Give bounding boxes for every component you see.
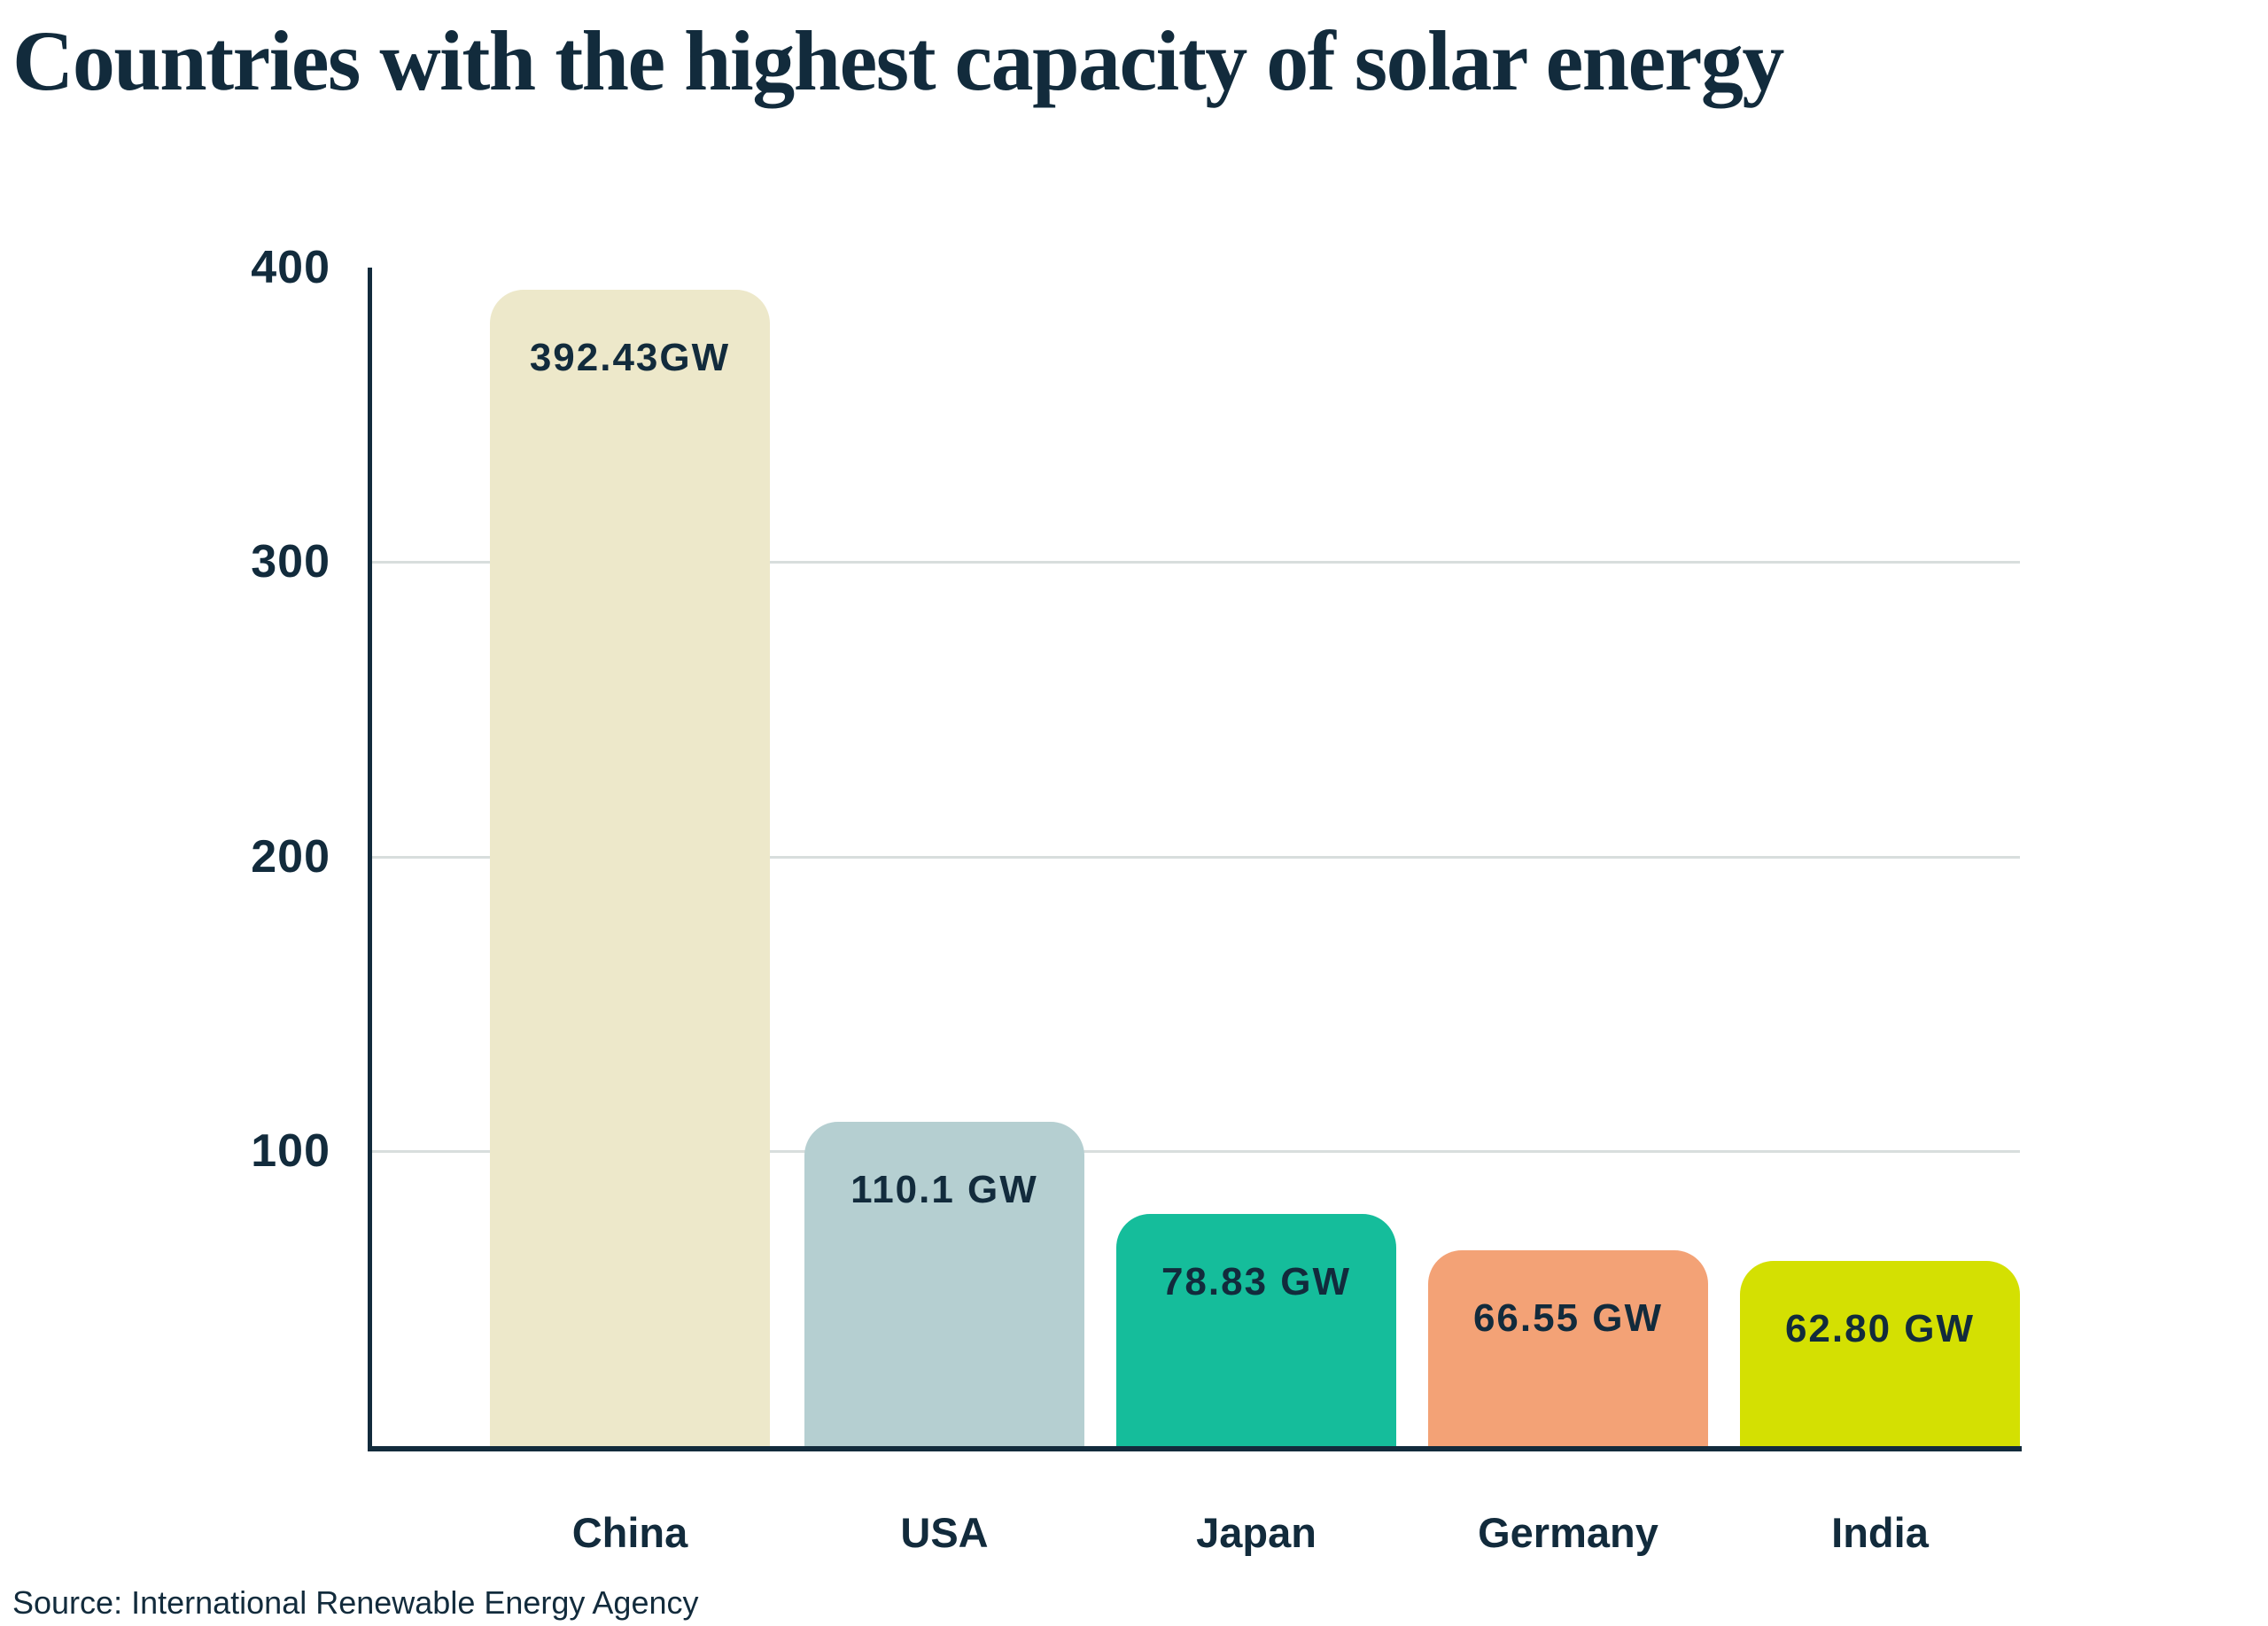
- bar-germany: 66.55 GW: [1428, 1250, 1708, 1446]
- source-note: Source: International Renewable Energy A…: [12, 1584, 699, 1621]
- y-tick-label-300: 300: [251, 536, 330, 587]
- bar-china: 392.43GW: [490, 290, 770, 1446]
- gridline-200: [369, 856, 2020, 859]
- bar-usa: 110.1 GW: [804, 1122, 1084, 1446]
- bar-japan: 78.83 GW: [1116, 1214, 1396, 1446]
- x-axis-label-india: India: [1831, 1509, 1929, 1556]
- x-axis-label-japan: Japan: [1196, 1509, 1317, 1556]
- chart-title: Countries with the highest capacity of s…: [12, 13, 1784, 108]
- x-axis-label-usa: USA: [900, 1509, 989, 1556]
- x-axis-line: [368, 1446, 2022, 1451]
- bar-value-label-india: 62.80 GW: [1784, 1307, 1976, 1350]
- bar-value-label-usa: 110.1 GW: [850, 1168, 1038, 1211]
- bar-india: 62.80 GW: [1740, 1261, 2020, 1446]
- gridline-300: [369, 561, 2020, 564]
- x-axis-label-china: China: [571, 1509, 688, 1556]
- y-axis-line: [368, 268, 372, 1451]
- bar-value-label-japan: 78.83 GW: [1161, 1260, 1352, 1303]
- gridline-100: [369, 1150, 2020, 1153]
- y-tick-label-100: 100: [251, 1125, 330, 1177]
- bar-value-label-germany: 66.55 GW: [1472, 1296, 1664, 1340]
- bar-value-label-china: 392.43GW: [529, 336, 731, 379]
- x-axis-label-germany: Germany: [1478, 1509, 1658, 1556]
- y-tick-label-200: 200: [251, 831, 330, 883]
- y-tick-label-400: 400: [251, 242, 330, 293]
